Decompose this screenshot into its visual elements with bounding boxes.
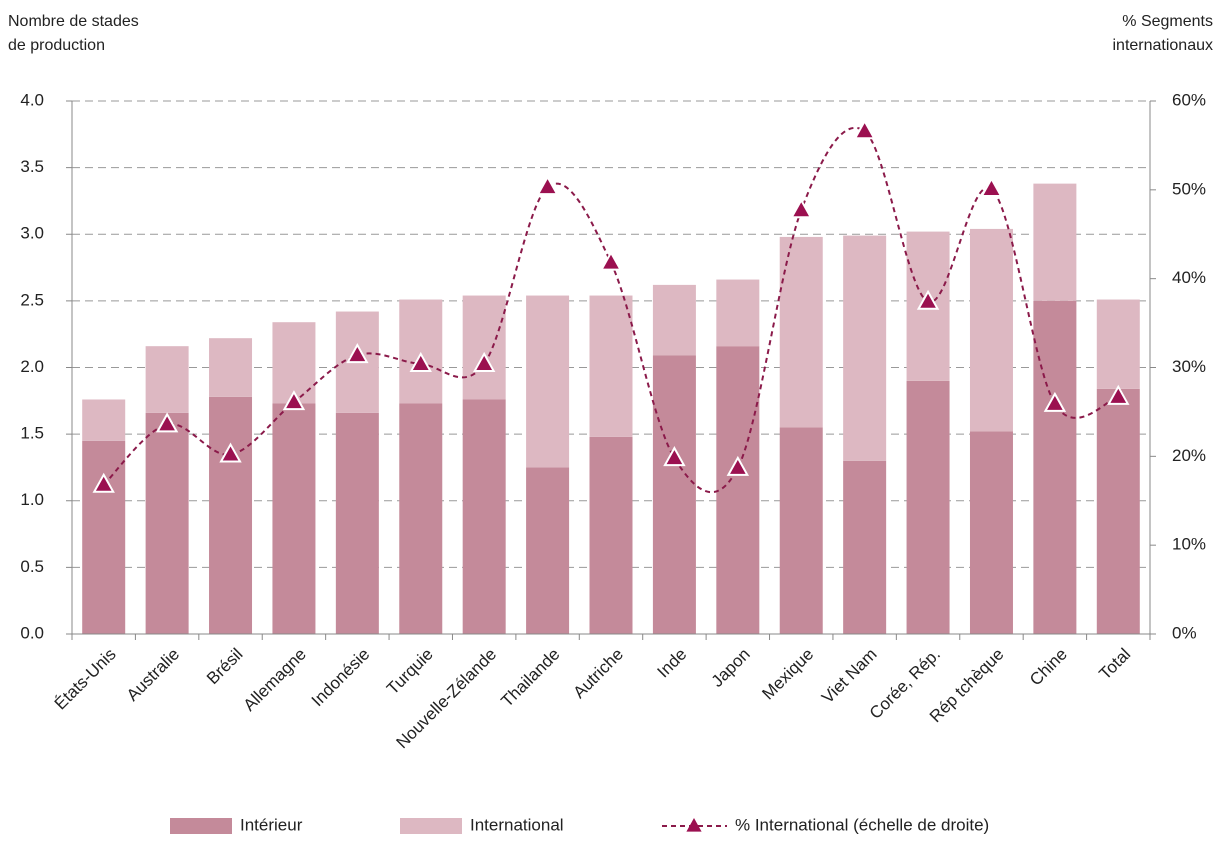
x-tick-label: Thailande [497,645,563,711]
marker [155,412,179,433]
bar [145,346,189,413]
bar [399,299,443,404]
x-tick-label: États-Unis [51,645,120,714]
marker [599,250,623,271]
y-tick-label: 2.5 [20,290,44,309]
bar [716,279,760,347]
bar [526,295,570,468]
x-tick-label: Allemagne [240,645,310,715]
y-tick-label: 1.5 [20,424,44,443]
marker [536,175,559,196]
y2-tick-label: 30% [1172,357,1206,376]
x-tick-label: Japon [708,645,754,691]
x-tick-label: Australie [123,645,183,705]
y2-tick-label: 10% [1172,535,1206,554]
x-tick-label: Autriche [569,645,627,703]
bar [843,235,887,461]
y-tick-label: 2.0 [20,357,44,376]
y2-axis-title: % Segments [1122,13,1213,30]
x-tick-label: Turquie [383,645,437,699]
y-tick-label: 0.5 [20,557,44,576]
legend-swatch [400,818,462,834]
bar [843,460,887,634]
bar [969,431,1013,634]
bar [209,396,253,634]
x-tick-label: Brésil [203,645,246,688]
bar [145,412,189,634]
marker [1107,384,1130,405]
marker [282,390,306,411]
bar [399,403,443,634]
y2-tick-label: 60% [1172,90,1206,109]
bar [779,427,823,634]
legend-label: Intérieur [240,815,303,834]
marker [853,119,876,140]
bar [779,236,823,428]
x-tick-label: Indonésie [308,645,374,711]
marker [409,351,432,372]
bar [1096,299,1140,389]
bar [82,399,126,441]
marker [790,198,813,219]
x-tick-label: Chine [1026,645,1071,690]
legend-label: International [470,815,564,834]
y2-tick-label: 50% [1172,179,1206,198]
y2-tick-label: 40% [1172,268,1206,287]
y-tick-label: 3.0 [20,224,44,243]
bar [906,380,950,634]
bar [526,467,570,634]
x-tick-label: Viet Nam [818,645,881,708]
bar [589,436,633,634]
y-tick-label: 3.5 [20,157,44,176]
y-tick-label: 0.0 [20,623,44,642]
bar [969,228,1013,432]
marker [219,442,242,463]
marker [1043,391,1067,412]
y-axis-title: de production [8,37,105,54]
bar [462,399,506,634]
bar [652,284,696,356]
x-tick-label: Mexique [758,645,817,704]
y2-axis-title: internationaux [1112,37,1213,54]
x-tick-label: Inde [654,645,691,682]
marker [916,289,940,310]
legend-swatch [170,818,232,834]
marker [92,472,115,493]
y-tick-label: 1.0 [20,490,44,509]
marker [472,351,496,372]
marker [726,455,750,476]
legend-label: % International (échelle de droite) [735,815,989,834]
bar [82,440,126,634]
y-tick-label: 4.0 [20,90,44,109]
marker [346,343,369,364]
line [103,126,1119,493]
bar [589,295,633,437]
y2-tick-label: 0% [1172,623,1197,642]
marker [980,176,1003,197]
y2-tick-label: 20% [1172,446,1206,465]
bar [1033,300,1077,634]
x-tick-label: Total [1095,645,1134,684]
bar [716,346,760,634]
bar [1033,183,1077,301]
bar [462,295,506,400]
legend-marker [686,818,702,832]
bar [1096,388,1140,634]
bar [272,403,316,634]
bar [209,338,253,397]
bar [652,355,696,634]
y-axis-title: Nombre de stades [8,13,139,30]
bar [335,412,379,634]
marker [663,446,686,467]
